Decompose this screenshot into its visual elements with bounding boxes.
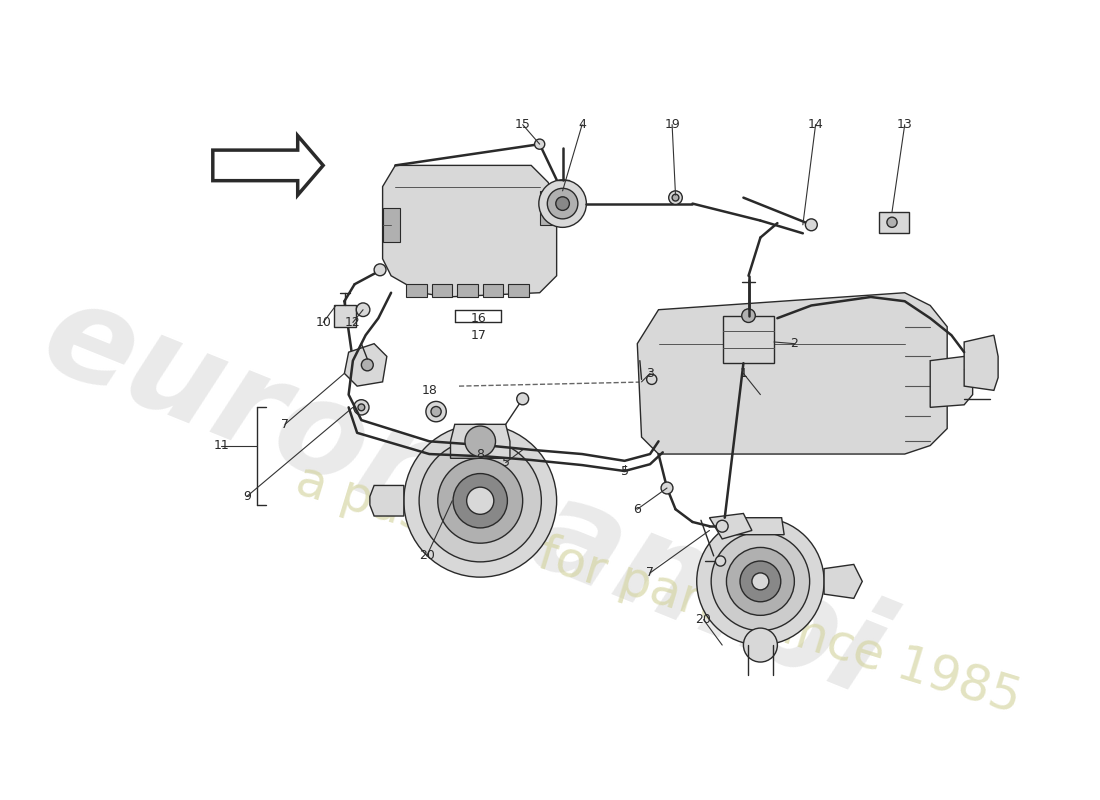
Polygon shape [458, 284, 477, 297]
Circle shape [354, 400, 368, 415]
Polygon shape [508, 284, 529, 297]
Text: 6: 6 [634, 502, 641, 516]
Circle shape [431, 406, 441, 417]
Circle shape [716, 520, 728, 532]
Polygon shape [737, 518, 784, 534]
Circle shape [740, 561, 781, 602]
Circle shape [647, 374, 657, 385]
Text: 16: 16 [471, 312, 486, 325]
Polygon shape [432, 284, 452, 297]
Polygon shape [965, 335, 998, 390]
Text: 2: 2 [791, 337, 799, 350]
Circle shape [356, 303, 370, 317]
Circle shape [726, 547, 794, 615]
Circle shape [744, 628, 778, 662]
Circle shape [752, 573, 769, 590]
Circle shape [438, 458, 522, 543]
Circle shape [426, 402, 447, 422]
Text: 14: 14 [807, 118, 824, 131]
Polygon shape [540, 191, 557, 225]
Text: 3: 3 [646, 367, 654, 380]
Circle shape [669, 191, 682, 205]
Text: 20: 20 [419, 550, 435, 562]
Text: 11: 11 [213, 439, 229, 452]
Circle shape [374, 264, 386, 276]
Circle shape [466, 487, 494, 514]
Text: 18: 18 [421, 384, 437, 397]
Text: 1: 1 [739, 367, 747, 380]
Circle shape [712, 532, 810, 630]
Text: 12: 12 [345, 316, 361, 329]
Polygon shape [723, 316, 774, 363]
Text: 4: 4 [579, 118, 586, 131]
Text: 15: 15 [515, 118, 530, 131]
Circle shape [358, 404, 365, 410]
Polygon shape [637, 293, 947, 454]
Polygon shape [931, 357, 972, 407]
Polygon shape [383, 166, 557, 297]
Polygon shape [483, 284, 503, 297]
Circle shape [672, 194, 679, 201]
Text: 7: 7 [280, 418, 289, 431]
Text: 5: 5 [502, 456, 509, 469]
Text: 5: 5 [620, 465, 628, 478]
Circle shape [661, 482, 673, 494]
Circle shape [517, 393, 529, 405]
Polygon shape [879, 212, 909, 234]
Circle shape [362, 359, 373, 371]
Circle shape [535, 139, 544, 150]
Polygon shape [710, 514, 752, 539]
Circle shape [696, 518, 824, 645]
Polygon shape [370, 486, 404, 516]
Text: a passion for parts since 1985: a passion for parts since 1985 [290, 457, 1026, 723]
Polygon shape [824, 565, 862, 598]
Text: euroricambi: euroricambi [25, 270, 902, 723]
Circle shape [465, 426, 495, 457]
Circle shape [741, 309, 756, 322]
Text: 10: 10 [316, 316, 331, 329]
Circle shape [805, 219, 817, 230]
Text: 20: 20 [695, 613, 712, 626]
Polygon shape [383, 208, 399, 242]
Text: 9: 9 [243, 490, 251, 503]
Polygon shape [334, 306, 356, 326]
Circle shape [539, 180, 586, 227]
Polygon shape [344, 344, 387, 386]
Circle shape [887, 217, 898, 227]
Text: 19: 19 [664, 118, 680, 131]
Circle shape [453, 474, 507, 528]
Text: 8: 8 [476, 447, 484, 461]
Polygon shape [212, 136, 323, 195]
Circle shape [548, 188, 578, 219]
Circle shape [419, 440, 541, 562]
Polygon shape [451, 424, 510, 458]
Text: 17: 17 [471, 329, 486, 342]
Circle shape [404, 424, 557, 577]
Text: 13: 13 [896, 118, 913, 131]
Circle shape [715, 556, 726, 566]
Text: 7: 7 [646, 566, 654, 579]
Polygon shape [406, 284, 427, 297]
Circle shape [556, 197, 570, 210]
